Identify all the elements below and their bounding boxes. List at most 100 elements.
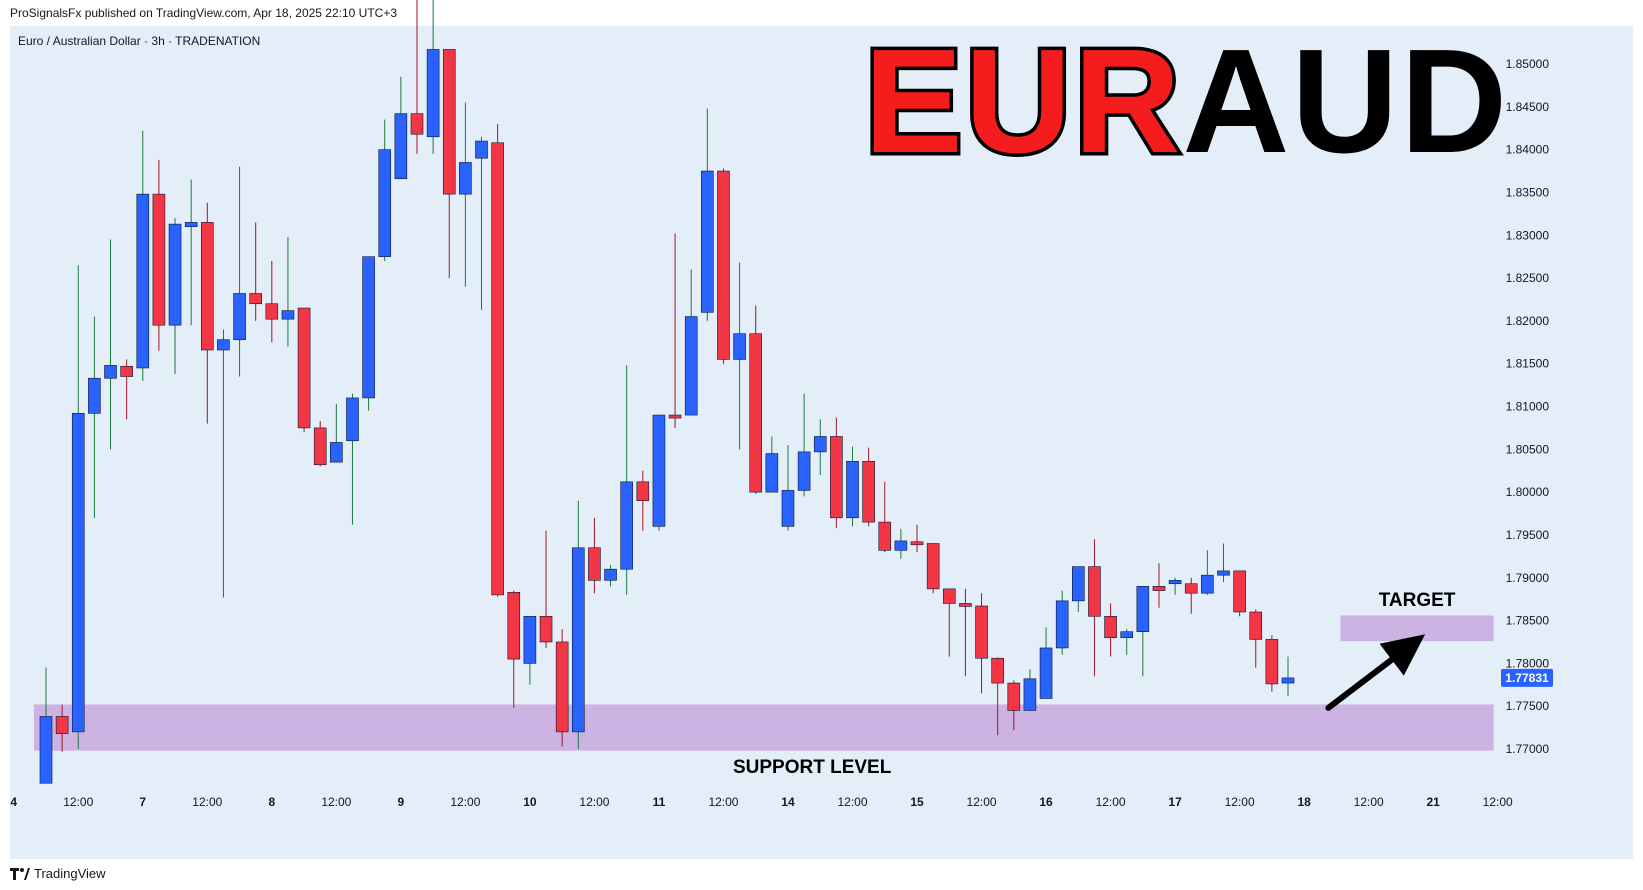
price-tick-label: 1.79500 (1506, 528, 1550, 542)
bullish-candle (1055, 600, 1069, 649)
price-tick-label: 1.84000 (1506, 143, 1550, 157)
bullish-candle (604, 568, 617, 581)
bearish-candle (878, 521, 892, 551)
support-level-label: SUPPORT LEVEL (733, 757, 892, 778)
bearish-candle (749, 333, 763, 493)
bullish-candle (797, 451, 811, 491)
price-tick-label: 1.82500 (1506, 271, 1550, 285)
bearish-candle (1088, 566, 1101, 617)
price-tick-label: 1.80500 (1506, 442, 1550, 456)
time-tick-label: 16 (1039, 795, 1053, 809)
bullish-candle (1023, 678, 1037, 711)
bullish-candle (1281, 677, 1295, 684)
bullish-candle (733, 333, 746, 360)
bullish-candle (346, 397, 359, 442)
bearish-candle (313, 427, 327, 466)
time-tick-label: 8 (268, 795, 275, 809)
bearish-candle (555, 641, 569, 733)
bearish-candle (410, 113, 424, 135)
bullish-candle (184, 222, 198, 227)
support-zone (33, 704, 1494, 751)
bearish-candle (507, 592, 521, 660)
footer-brand[interactable]: TradingView (10, 866, 106, 881)
bullish-candle (39, 716, 53, 784)
bullish-candle (652, 414, 666, 527)
time-tick-label: 12:00 (967, 795, 997, 809)
bearish-candle (1249, 611, 1263, 640)
price-tick-label: 1.84500 (1506, 100, 1550, 114)
bullish-candle (1072, 566, 1085, 602)
symbol-title[interactable]: Euro / Australian Dollar · 3h · TRADENAT… (18, 34, 261, 48)
time-tick-label: 11 (653, 795, 666, 809)
price-tick-label: 1.83000 (1506, 228, 1550, 242)
price-tick-label: 1.79000 (1506, 571, 1550, 585)
time-tick-label: 10 (523, 795, 537, 809)
time-tick-label: 9 (398, 795, 405, 809)
bearish-candle (910, 541, 924, 546)
bullish-candle (426, 49, 440, 138)
bullish-candle (1136, 586, 1150, 632)
bullish-candle (168, 223, 182, 326)
bearish-candle (1104, 615, 1117, 638)
price-tick-label: 1.78000 (1506, 656, 1550, 670)
time-tick-label: 4 (10, 795, 17, 809)
time-tick-label: 7 (139, 795, 146, 809)
time-tick-label: 12:00 (450, 795, 480, 809)
last-price-label: 1.77831 (1505, 671, 1549, 685)
bearish-candle (942, 588, 956, 604)
bullish-candle (378, 149, 392, 257)
price-tick-label: 1.77000 (1506, 742, 1550, 756)
bullish-candle (813, 436, 827, 453)
last-price-tag (1501, 668, 1553, 687)
trend-arrow-shaft (1325, 656, 1395, 711)
bearish-candle (491, 142, 504, 596)
trend-arrow-head (1379, 634, 1426, 676)
bullish-candle (394, 113, 408, 180)
bullish-candle (620, 481, 633, 570)
bullish-candle (88, 377, 101, 414)
time-tick-label: 12:00 (63, 795, 93, 809)
bullish-candle (217, 339, 230, 351)
bullish-candle (765, 453, 779, 493)
headline-eur: EUR (860, 19, 1183, 184)
bullish-candle (894, 540, 908, 551)
price-tick-label: 1.83500 (1506, 185, 1550, 199)
price-tick-label: 1.82000 (1506, 314, 1550, 328)
time-tick-label: 12:00 (1096, 795, 1126, 809)
bullish-candle (571, 547, 585, 733)
price-tick-label: 1.81000 (1506, 400, 1550, 414)
bullish-candle (330, 442, 343, 463)
bullish-candle (523, 615, 537, 664)
bearish-candle (55, 716, 69, 734)
bearish-candle (991, 657, 1004, 684)
time-tick-label: 12:00 (192, 795, 222, 809)
bearish-candle (959, 603, 972, 607)
tradingview-logo-icon (10, 867, 30, 880)
time-tick-label: 17 (1168, 795, 1182, 809)
price-tick-label: 1.81500 (1506, 357, 1550, 371)
bearish-candle (152, 193, 166, 326)
time-tick-label: 12:00 (1483, 795, 1513, 809)
bearish-candle (120, 365, 133, 377)
bearish-candle (201, 222, 214, 351)
publisher-line: ProSignalsFx published on TradingView.co… (10, 6, 398, 20)
bullish-candle (136, 193, 150, 369)
footer-brand-label: TradingView (34, 866, 106, 881)
time-tick-label: 12:00 (321, 795, 351, 809)
bearish-candle (717, 170, 730, 360)
bullish-candle (475, 140, 488, 159)
time-tick-label: 12:00 (837, 795, 867, 809)
bullish-candle (1039, 647, 1053, 699)
bullish-candle (701, 170, 714, 313)
bearish-candle (442, 49, 456, 195)
bullish-candle (362, 256, 375, 399)
target-label: TARGET (1379, 590, 1456, 611)
time-tick-label: 15 (910, 795, 924, 809)
bearish-candle (1007, 682, 1021, 711)
bearish-candle (636, 481, 650, 501)
bullish-candle (1120, 631, 1134, 638)
bullish-candle (281, 310, 295, 320)
bearish-candle (830, 436, 843, 519)
time-tick-label: 14 (781, 795, 795, 809)
